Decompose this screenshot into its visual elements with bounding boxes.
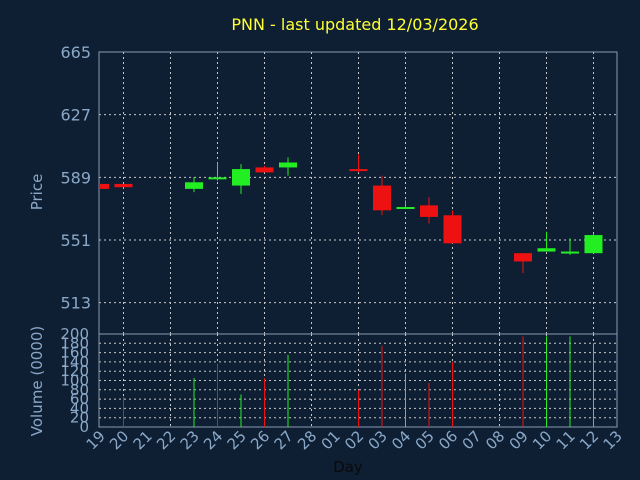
chart-title: PNN - last updated 12/03/2026: [231, 15, 478, 34]
volume-tick-label: 0: [79, 418, 89, 436]
volume-tick-label: 140: [60, 353, 89, 371]
x-tick-label: 22: [153, 427, 179, 453]
x-tick-label: 28: [294, 427, 320, 453]
price-panel: 665 627 589 551 513: [60, 43, 618, 335]
price-tick-label: 627: [60, 106, 91, 125]
candle-body: [185, 182, 203, 189]
candle-body: [114, 183, 133, 188]
volume-tick-label: 160: [60, 344, 89, 362]
x-tick-label: 08: [482, 427, 508, 453]
volume-axis-label: Volume (0000): [28, 326, 46, 436]
x-tick-label: 13: [600, 427, 626, 453]
x-axis-label: Day: [333, 458, 363, 476]
candle-body: [537, 248, 556, 252]
candle-body: [99, 183, 109, 189]
x-tick-label: 23: [177, 427, 203, 453]
x-tick-label: 09: [506, 427, 532, 453]
volume-tick-label: 180: [60, 334, 89, 352]
volume-tick-label: 200: [60, 325, 89, 343]
volume-tick-label: 20: [70, 409, 89, 427]
price-tick-label: 513: [60, 294, 91, 313]
candle-body: [232, 169, 250, 186]
volume-tick-label: 120: [60, 362, 89, 380]
x-tick-label: 27: [271, 427, 297, 453]
price-tick-label: 551: [60, 231, 91, 250]
candle-body: [208, 177, 227, 180]
candle-body: [373, 185, 391, 211]
volume-tick-label: 100: [60, 372, 89, 390]
candle-body: [561, 251, 579, 254]
x-tick-label: 12: [576, 427, 602, 453]
candle-body: [443, 215, 462, 244]
volume-tick-label: 40: [70, 399, 89, 417]
x-tick-label: 11: [553, 427, 579, 453]
volume-tick-label: 80: [70, 381, 89, 399]
price-axis-label: Price: [28, 174, 46, 211]
x-tick-label: 20: [106, 427, 132, 453]
x-tick-label: 07: [459, 427, 485, 453]
candle-body: [396, 207, 415, 210]
x-tick-label: 06: [435, 427, 461, 453]
candle-body: [420, 205, 438, 217]
x-tick-label: 26: [247, 427, 273, 453]
volume-panel: 0204060801001201401601802001920212223242…: [60, 325, 625, 453]
candle-body: [349, 169, 368, 172]
candle-body: [279, 162, 297, 168]
x-tick-label: 25: [224, 427, 250, 453]
x-tick-label: 24: [200, 427, 226, 453]
volume-tick-label: 60: [70, 390, 89, 408]
candle-body: [584, 235, 603, 254]
x-tick-label: 02: [341, 427, 367, 453]
candle-body: [514, 253, 532, 262]
x-tick-label: 21: [130, 427, 156, 453]
price-tick-label: 589: [60, 168, 91, 187]
x-tick-label: 05: [412, 427, 438, 453]
x-tick-label: 03: [365, 427, 391, 453]
price-tick-label: 665: [60, 43, 91, 62]
candle-body: [255, 167, 274, 173]
x-tick-label: 10: [529, 427, 555, 453]
x-tick-label: 01: [318, 427, 344, 453]
x-tick-label: 04: [388, 427, 414, 453]
